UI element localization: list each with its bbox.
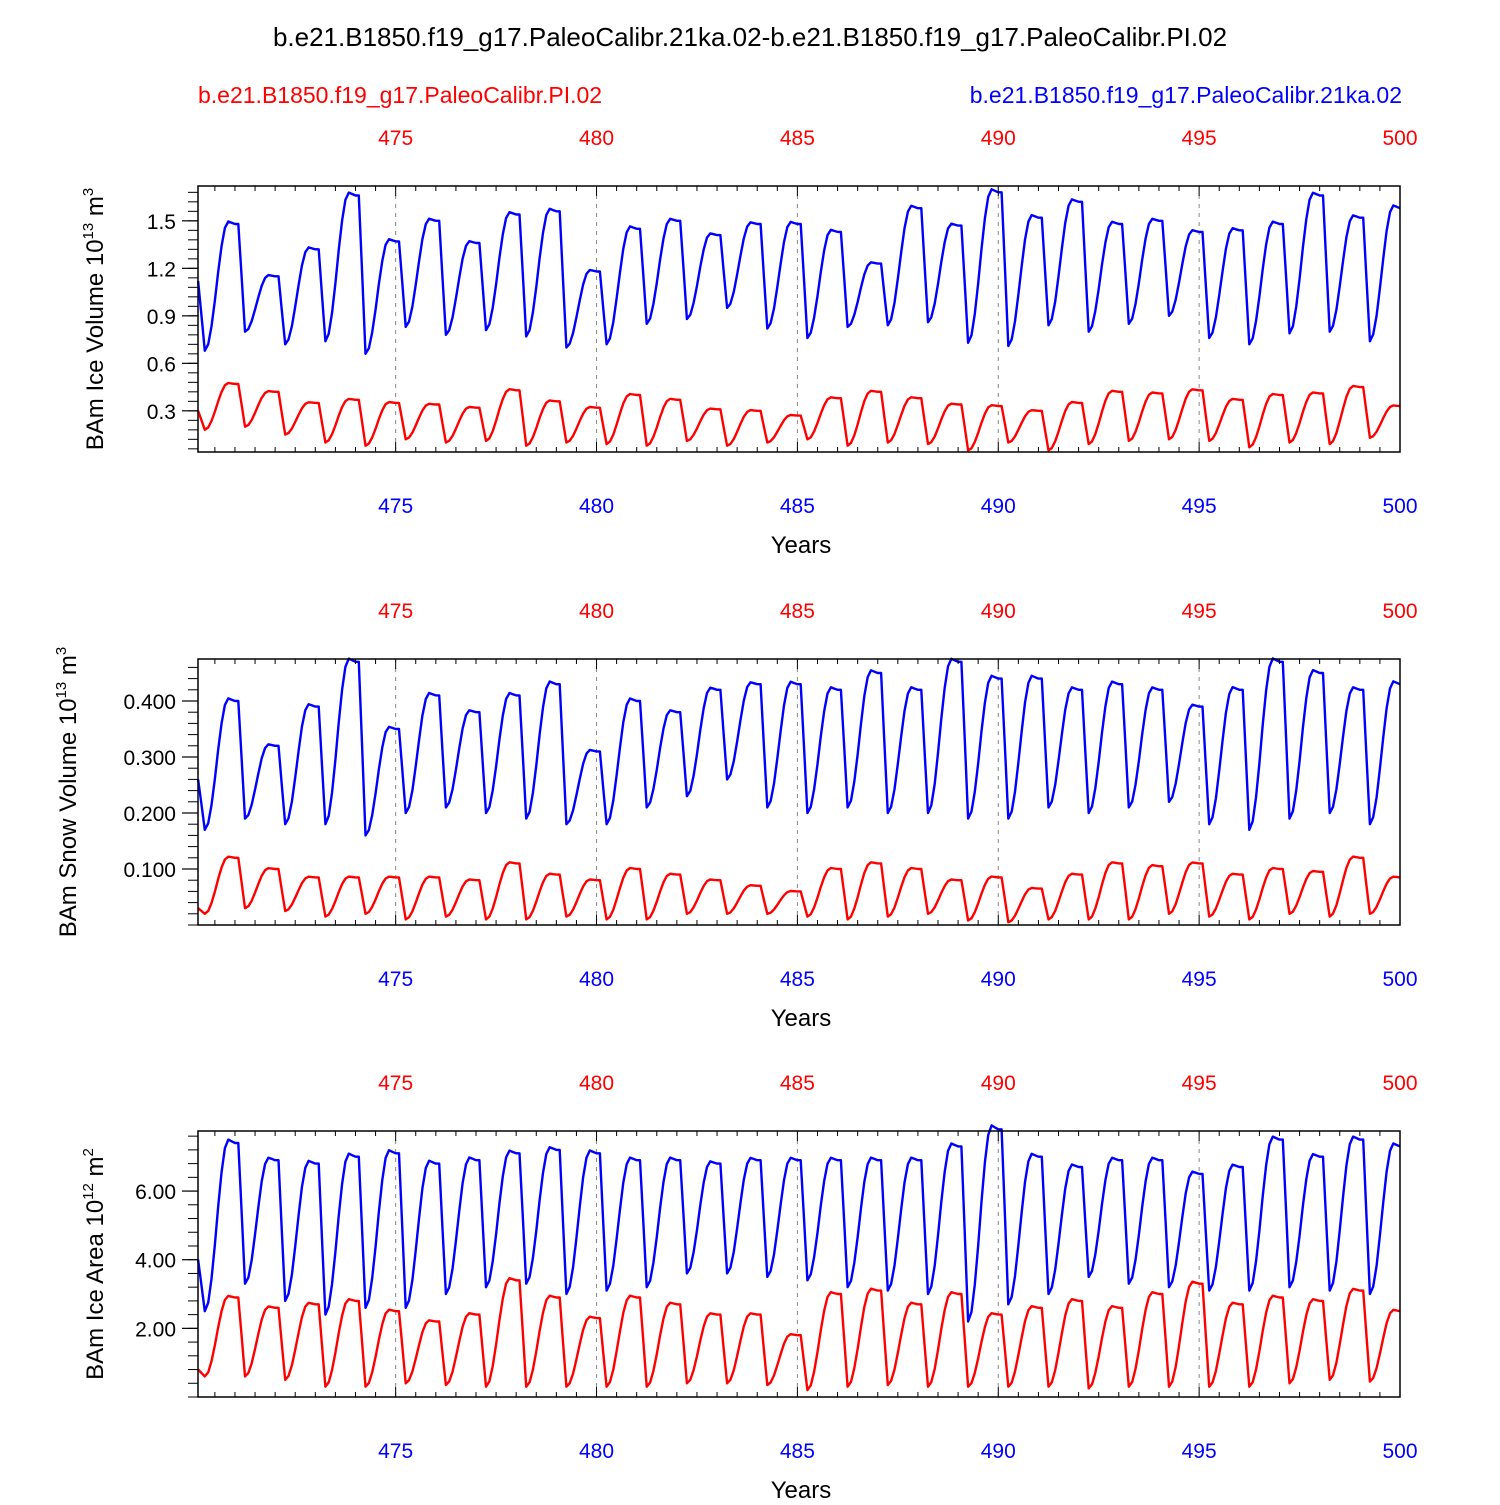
x-tick-label-top: 480 — [579, 1072, 614, 1095]
x-tick-label-bottom: 485 — [780, 968, 815, 991]
x-tick-label-top: 475 — [378, 127, 413, 150]
x-tick-label-top: 490 — [981, 600, 1016, 623]
x-tick-label-bottom: 490 — [981, 968, 1016, 991]
legend-pi: b.e21.B1850.f19_g17.PaleoCalibr.PI.02 — [198, 82, 602, 108]
x-tick-label-top: 485 — [780, 127, 815, 150]
x-tick-label-bottom: 495 — [1182, 495, 1217, 518]
x-tick-label-top: 490 — [981, 127, 1016, 150]
x-tick-label-bottom: 500 — [1382, 1440, 1417, 1463]
panel-1: 0.3 0.6 0.9 1.2 1.5 475 475 480 480 485 485 490 490 4… — [80, 127, 1418, 559]
series-line-21ka — [196, 188, 1401, 355]
series-line-pi — [197, 855, 1401, 924]
y-axis-label: BAm Snow Volume 1013 m3 — [53, 647, 82, 938]
series-line-21ka — [196, 1124, 1401, 1323]
legend-21ka: b.e21.B1850.f19_g17.PaleoCalibr.21ka.02 — [970, 82, 1402, 108]
y-tick-label: 1.5 — [147, 211, 176, 234]
x-axis-label: Years — [771, 1477, 832, 1500]
x-tick-label-top: 475 — [378, 600, 413, 623]
plot-frame — [197, 185, 1401, 453]
x-tick-label-bottom: 480 — [579, 1440, 614, 1463]
series-line-21ka — [196, 657, 1401, 837]
x-tick-label-bottom: 475 — [378, 1440, 413, 1463]
x-tick-label-top: 475 — [378, 1072, 413, 1095]
x-tick-label-top: 485 — [780, 1072, 815, 1095]
x-tick-label-bottom: 490 — [981, 495, 1016, 518]
plot-frame — [197, 1130, 1401, 1398]
y-tick-label: 1.2 — [147, 258, 176, 281]
y-tick-label: 4.00 — [135, 1250, 176, 1273]
x-axis-label: Years — [771, 1005, 832, 1032]
y-axis-label: BAm Ice Volume 1013 m3 — [80, 188, 109, 450]
chart-title: b.e21.B1850.f19_g17.PaleoCalibr.21ka.02-… — [273, 22, 1227, 52]
x-axis-label: Years — [771, 532, 832, 559]
y-tick-label: 6.00 — [135, 1181, 176, 1204]
x-tick-label-top: 485 — [780, 600, 815, 623]
panel-3: 2.00 4.00 6.00 475 475 480 480 485 485 490 490 495 4… — [80, 1072, 1418, 1504]
y-tick-label: 0.6 — [147, 353, 176, 376]
series-line-pi — [196, 381, 1401, 452]
x-tick-label-top: 480 — [579, 127, 614, 150]
x-tick-label-bottom: 475 — [378, 968, 413, 991]
panels: 0.3 0.6 0.9 1.2 1.5 475 475 480 480 485 485 490 490 4… — [53, 127, 1418, 1504]
x-tick-label-top: 495 — [1182, 1072, 1217, 1095]
panel-2: 0.100 0.200 0.300 0.400 475 475 480 480 485 485 49… — [53, 600, 1418, 1032]
y-axis-label: BAm Ice Area 1012 m2 — [80, 1148, 109, 1380]
y-tick-label: 0.3 — [147, 401, 176, 424]
y-tick-label: 0.300 — [123, 747, 176, 770]
y-tick-label: 0.9 — [147, 306, 176, 329]
x-tick-label-bottom: 495 — [1182, 1440, 1217, 1463]
series-line-pi — [197, 1276, 1401, 1392]
x-tick-label-top: 495 — [1182, 600, 1217, 623]
x-tick-label-top: 480 — [579, 600, 614, 623]
x-tick-label-bottom: 495 — [1182, 968, 1217, 991]
x-tick-label-top: 490 — [981, 1072, 1016, 1095]
x-tick-label-top: 500 — [1382, 600, 1417, 623]
y-tick-label: 0.100 — [123, 859, 176, 882]
x-tick-label-bottom: 500 — [1382, 495, 1417, 518]
y-tick-label: 0.200 — [123, 803, 176, 826]
x-tick-label-bottom: 490 — [981, 1440, 1016, 1463]
x-tick-label-top: 495 — [1182, 127, 1217, 150]
x-tick-label-bottom: 475 — [378, 495, 413, 518]
x-tick-label-bottom: 500 — [1382, 968, 1417, 991]
x-tick-label-bottom: 485 — [780, 495, 815, 518]
x-tick-label-bottom: 485 — [780, 1440, 815, 1463]
x-tick-label-bottom: 480 — [579, 495, 614, 518]
x-tick-label-top: 500 — [1382, 127, 1417, 150]
plot-frame — [197, 658, 1401, 926]
y-tick-label: 0.400 — [123, 691, 176, 714]
x-tick-label-bottom: 480 — [579, 968, 614, 991]
x-tick-label-top: 500 — [1382, 1072, 1417, 1095]
y-tick-label: 2.00 — [135, 1318, 176, 1341]
